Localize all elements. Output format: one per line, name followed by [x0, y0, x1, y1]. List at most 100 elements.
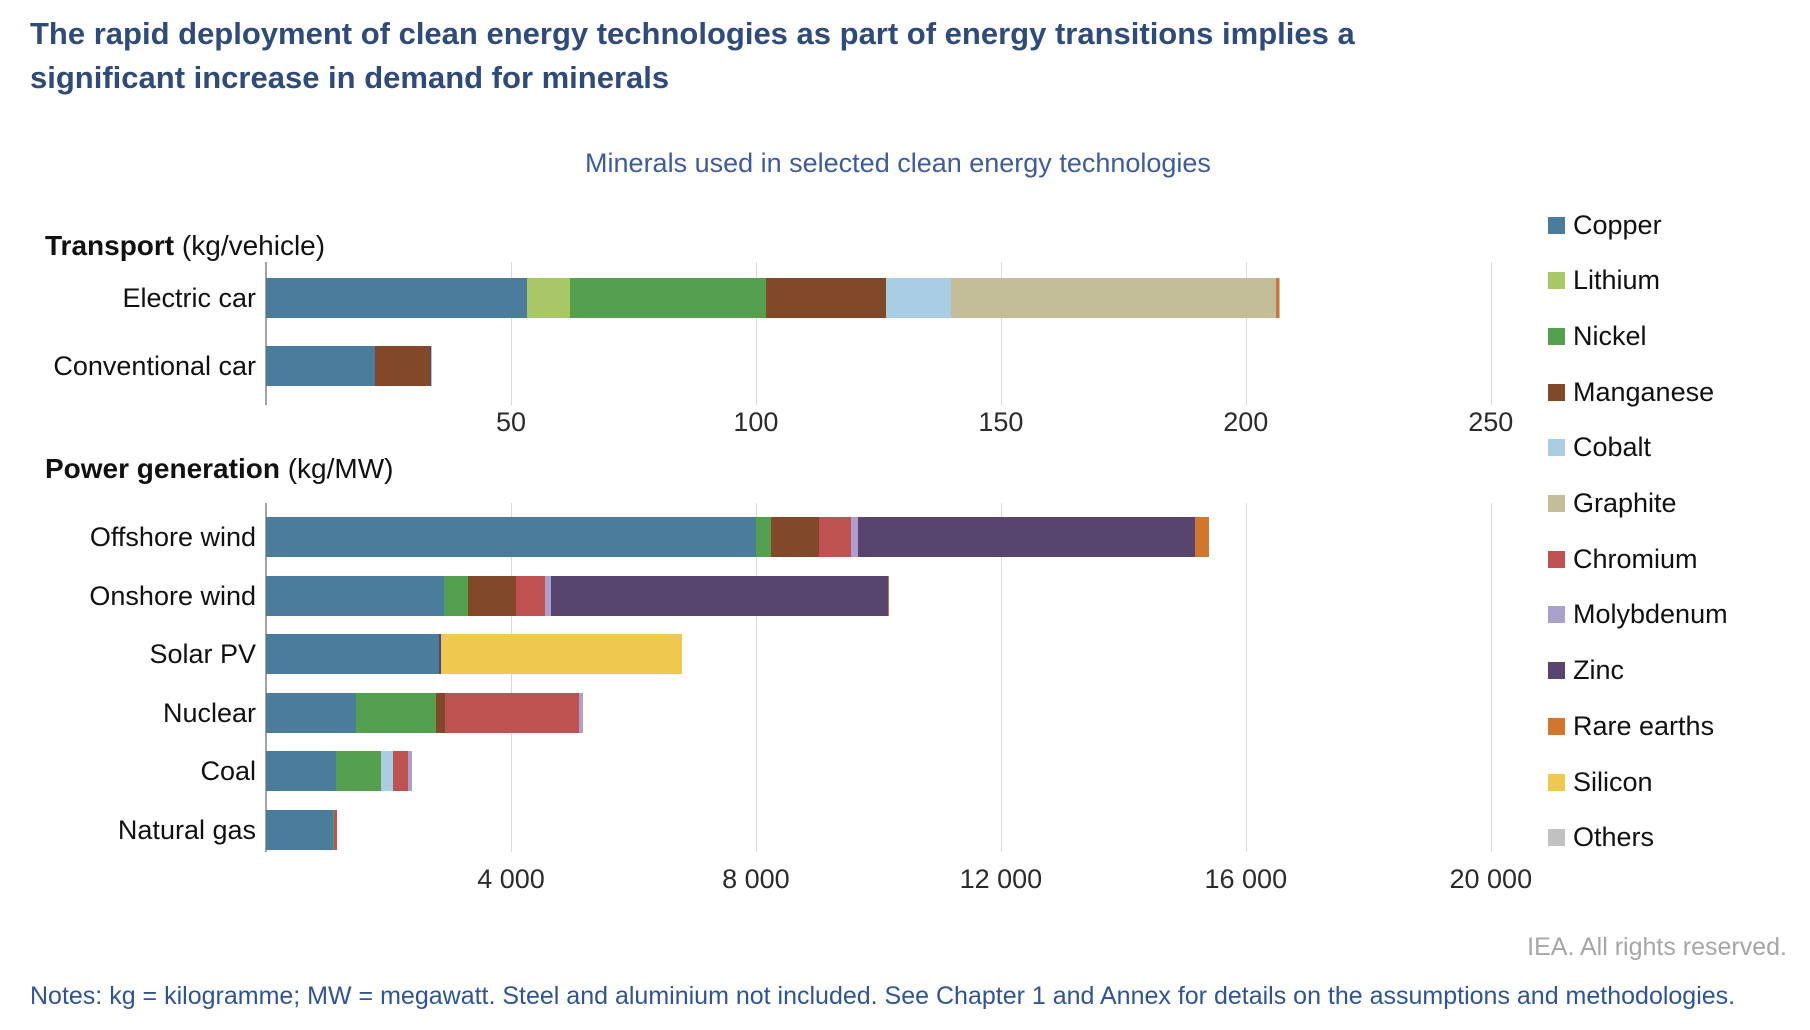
bar-segment-rare-earths	[1194, 517, 1210, 557]
gridline	[1490, 262, 1492, 405]
legend-item-lithium: Lithium	[1548, 265, 1660, 297]
bar-segment-molybdenum	[578, 692, 584, 733]
bar-segment-cobalt	[380, 751, 393, 791]
gridline	[1490, 503, 1492, 852]
bar-electric-car	[266, 278, 1281, 318]
gridline	[511, 503, 512, 852]
legend-label: Manganese	[1573, 376, 1715, 407]
category-label-solar-pv: Solar PV	[149, 639, 256, 669]
page-title: The rapid deployment of clean energy tec…	[30, 16, 1355, 95]
gridline	[1000, 262, 1002, 405]
section-title-unit: (kg/MW)	[279, 453, 394, 484]
category-label-offshore-wind: Offshore wind	[89, 522, 256, 552]
category-label-nuclear: Nuclear	[162, 697, 256, 728]
legend-label: Molybdenum	[1573, 599, 1728, 630]
legend-swatch-chromium	[1548, 550, 1565, 568]
bar-segment-nickel	[570, 278, 766, 318]
legend-label: Graphite	[1573, 488, 1677, 518]
legend-swatch-molybdenum	[1548, 606, 1565, 624]
gridline	[1245, 503, 1247, 852]
bar-segment-others	[430, 346, 433, 386]
bar-segment-manganese	[765, 278, 886, 318]
bar-segment-copper	[266, 809, 334, 850]
bar-segment-cobalt	[885, 278, 951, 318]
legend-swatch-others	[1548, 829, 1565, 847]
tick-label-16-000: 16 000	[1204, 864, 1288, 894]
tick-label-250: 250	[1468, 407, 1514, 437]
bar-segment-copper	[266, 575, 444, 616]
bar-segment-chromium	[818, 517, 852, 557]
plot-power-generation	[265, 503, 1530, 852]
bar-segment-graphite	[950, 278, 1276, 318]
category-label-electric-car: Electric car	[122, 283, 256, 313]
category-label-onshore-wind: Onshore wind	[89, 580, 256, 611]
gridline	[1000, 503, 1002, 852]
bar-segment-rare-earths	[1276, 278, 1279, 318]
tick-label-200: 200	[1223, 407, 1269, 437]
tick-label-4-000: 4 000	[477, 864, 545, 894]
bar-segment-molybdenum	[851, 517, 858, 557]
bar-segment-chromium	[392, 751, 409, 791]
legend-label: Cobalt	[1573, 432, 1652, 463]
axis-line	[265, 262, 267, 405]
bar-segment-others	[1278, 278, 1281, 318]
chart-title: Minerals used in selected clean energy t…	[585, 148, 1211, 178]
legend-item-graphite: Graphite	[1548, 488, 1677, 520]
gridline	[755, 503, 757, 852]
bar-segment-chromium	[334, 809, 338, 850]
legend-swatch-cobalt	[1548, 439, 1565, 457]
axis-line	[265, 503, 267, 852]
bar-conventional-car	[266, 346, 433, 386]
bar-segment-rare-earths	[887, 575, 889, 616]
bar-segment-chromium	[516, 575, 545, 616]
legend-item-copper: Copper	[1548, 209, 1662, 241]
tick-label-20-000: 20 000	[1449, 864, 1533, 894]
bar-segment-copper	[266, 751, 337, 791]
tick-label-12-000: 12 000	[959, 864, 1043, 894]
legend-item-rare-earths: Rare earths	[1548, 710, 1714, 742]
bar-segment-silicon	[440, 634, 683, 674]
legend-swatch-zinc	[1548, 662, 1565, 680]
legend-item-molybdenum: Molybdenum	[1548, 599, 1728, 631]
bar-segment-nickel	[333, 809, 335, 850]
bar-coal	[266, 751, 413, 791]
notes-text: Notes: kg = kilogramme; MW = megawatt. S…	[30, 982, 1736, 1010]
tick-label-50: 50	[495, 407, 527, 437]
legend-label: Others	[1573, 822, 1655, 853]
bar-segment-manganese	[435, 692, 445, 733]
legend-swatch-manganese	[1548, 383, 1565, 401]
bar-segment-molybdenum	[408, 751, 413, 791]
tick-label-8-000: 8 000	[722, 864, 790, 894]
legend-label: Zinc	[1573, 655, 1625, 686]
bar-offshore-wind	[266, 517, 1210, 557]
attribution-text: IEA. All rights reserved.	[1527, 933, 1787, 961]
bar-onshore-wind	[266, 575, 889, 616]
bar-segment-zinc	[438, 634, 441, 674]
bar-segment-copper	[266, 346, 376, 386]
gridline	[755, 262, 757, 405]
section-title-bold: Power generation	[45, 453, 280, 484]
legend-item-zinc: Zinc	[1548, 655, 1624, 687]
bar-segment-nickel	[755, 517, 771, 557]
legend-swatch-graphite	[1548, 495, 1565, 512]
legend-item-nickel: Nickel	[1548, 320, 1647, 352]
bar-nuclear	[266, 692, 584, 733]
legend-label: Chromium	[1573, 543, 1698, 574]
bar-segment-nickel	[356, 692, 436, 733]
legend-swatch-rare-earths	[1548, 717, 1565, 735]
bar-segment-manganese	[468, 575, 517, 616]
legend-swatch-lithium	[1548, 272, 1565, 290]
category-label-coal: Coal	[200, 756, 256, 786]
legend-swatch-silicon	[1548, 773, 1565, 791]
section-title-bold: Transport	[45, 230, 175, 261]
section-title-unit: (kg/vehicle)	[174, 230, 326, 261]
bar-solar-pv	[266, 634, 683, 674]
legend-item-silicon: Silicon	[1548, 766, 1653, 798]
bar-natural-gas	[266, 809, 338, 850]
legend-swatch-copper	[1548, 216, 1565, 234]
legend-label: Nickel	[1573, 320, 1647, 351]
legend-label: Rare earths	[1573, 710, 1715, 741]
legend-label: Lithium	[1573, 265, 1661, 296]
bar-segment-copper	[266, 517, 756, 557]
legend-item-others: Others	[1548, 822, 1654, 854]
